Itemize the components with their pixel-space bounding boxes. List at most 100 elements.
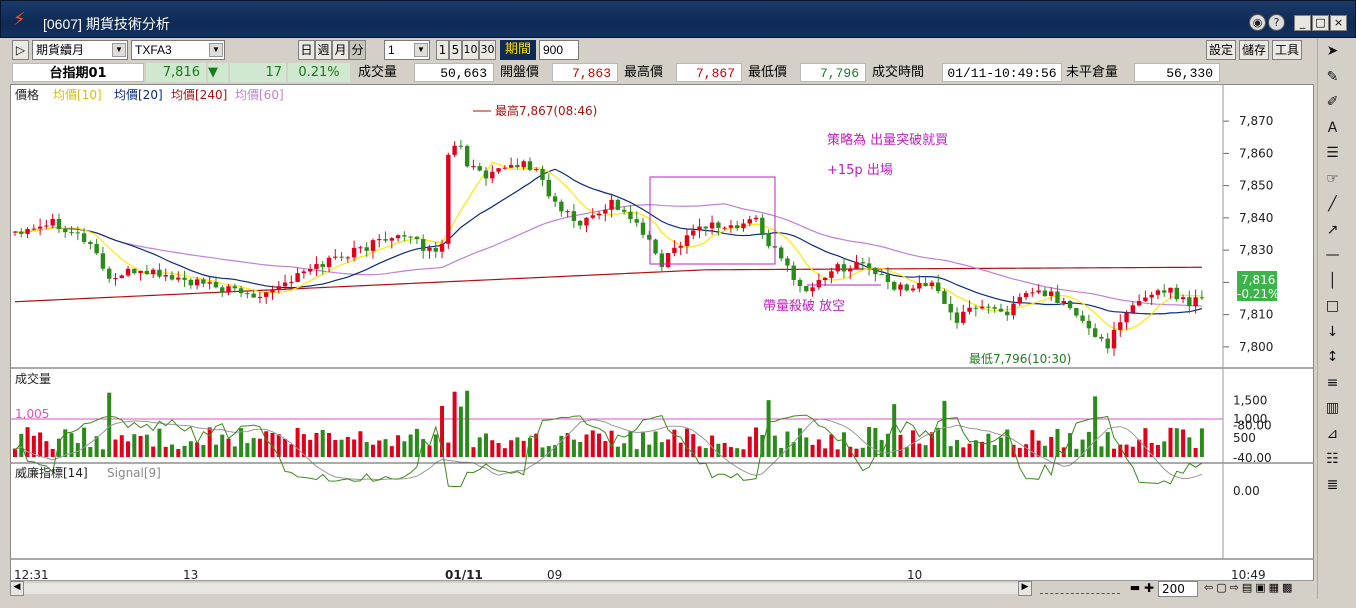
volume-bar (327, 432, 331, 457)
cursor-tool-icon[interactable]: ☞ (1326, 170, 1339, 187)
candle (1005, 311, 1010, 316)
volume-bar (998, 437, 1003, 457)
fib-tool-icon[interactable]: ≡ (1326, 374, 1339, 391)
candle (1042, 290, 1048, 296)
interval-10-button[interactable]: 10 (462, 40, 479, 60)
low-annotation: 最低7,796(10:30) (969, 352, 1071, 366)
volume-bar (63, 429, 68, 457)
y-tick-label: 7,810 (1239, 308, 1273, 322)
candle (238, 288, 244, 294)
chart-area[interactable]: 7,8007,8107,8207,8307,8407,8507,8607,870… (10, 84, 1314, 597)
tab-day[interactable]: 日 (298, 40, 315, 60)
rect-tool-icon[interactable]: □ (1325, 298, 1340, 314)
zoom-input[interactable]: 200 (1158, 581, 1198, 597)
scroll-right-icon[interactable]: ▶ (1018, 581, 1032, 596)
volume-bar (170, 444, 174, 457)
contract-name: 台指期01 (12, 63, 144, 82)
text-tool-icon[interactable]: A (1327, 119, 1338, 136)
volume-bar (1017, 447, 1022, 457)
volume-bar (641, 431, 645, 457)
marker-tool-icon[interactable]: ↓ (1326, 323, 1339, 340)
hline-tool-icon[interactable]: — (1325, 247, 1340, 263)
candle (220, 287, 225, 293)
candle (898, 284, 903, 290)
volume-bar (1162, 441, 1167, 457)
vline-tool-icon[interactable]: │ (1328, 272, 1337, 289)
gann-tool-icon[interactable]: ⊿ (1326, 425, 1339, 442)
toolbar: ▷ 期貨續月 ▼ TXFA3 ▼ 日 週 月 分 1 ▼ 1 5 10 30 期間 9… (10, 39, 1314, 61)
interval-select[interactable]: 1 ▼ (384, 40, 430, 60)
pointer-icon[interactable]: ➤ (1326, 43, 1339, 59)
volume-bar (276, 434, 281, 457)
candle (1099, 336, 1104, 339)
volume-bar (973, 440, 978, 457)
fan-tool-icon[interactable]: ☷ (1326, 451, 1339, 467)
candle (150, 269, 156, 275)
volume-bar (370, 444, 375, 457)
zoom-in-icon[interactable]: ✚ (1143, 581, 1155, 595)
volume-bar (697, 446, 702, 457)
window-title: [0607] 期貨技術分析 (43, 16, 170, 32)
volume-bar (829, 434, 834, 457)
tab-month[interactable]: 月 (332, 40, 349, 60)
period-input[interactable]: 900 (539, 40, 579, 60)
tab-minute[interactable]: 分 (349, 40, 366, 60)
ray-tool-icon[interactable]: ↗ (1326, 221, 1339, 238)
candle (427, 247, 432, 251)
volume-bar (1042, 445, 1047, 457)
eraser-icon[interactable]: ✎ (1326, 68, 1339, 85)
interval-30-button[interactable]: 30 (479, 40, 496, 60)
channel-tool-icon[interactable]: ≣ (1326, 476, 1339, 493)
volume-bar (176, 449, 181, 457)
symbol-select[interactable]: TXFA3 ▼ (131, 40, 225, 60)
settings-button[interactable]: 設定 (1206, 40, 1236, 60)
candle (132, 268, 137, 274)
help-button[interactable]: ? (1268, 14, 1285, 31)
volume-bar (1143, 428, 1148, 457)
candle (100, 253, 106, 269)
tools-button[interactable]: 工具 (1272, 40, 1302, 60)
candle (747, 219, 752, 224)
candle (1011, 303, 1016, 316)
maximize-button[interactable]: □ (1312, 15, 1329, 31)
candle (458, 145, 464, 147)
candle (163, 275, 168, 277)
type-select[interactable]: 期貨續月 ▼ (32, 40, 128, 60)
w-tick-label: -40.00 (1233, 451, 1272, 465)
line-tool-icon[interactable]: ╱ (1328, 196, 1337, 212)
candle (967, 307, 972, 312)
zoom-out-icon[interactable]: ▬ (1129, 581, 1141, 594)
bars-tool-icon[interactable]: ▥ (1325, 400, 1340, 416)
volume-bar (823, 448, 828, 457)
play-icon[interactable]: ▷ (12, 40, 29, 60)
volume-bar (735, 448, 740, 457)
interval-1-button[interactable]: 1 (436, 40, 449, 60)
candle (1086, 320, 1092, 329)
candle (421, 239, 426, 251)
volume-bar (1181, 429, 1186, 457)
close-button[interactable]: × (1330, 15, 1347, 31)
volume-bar (251, 438, 256, 457)
candle (257, 296, 263, 298)
save-button[interactable]: 儲存 (1239, 40, 1269, 60)
scroll-track[interactable] (24, 583, 1018, 594)
link-icon[interactable]: ◉ (1249, 14, 1266, 31)
arrows-tool-icon[interactable]: ↕ (1326, 349, 1339, 365)
volume-bar (38, 432, 43, 457)
nav-icons[interactable]: ⇦▢⇨▤▣▦▩ (1204, 581, 1296, 594)
tab-week[interactable]: 週 (315, 40, 332, 60)
volume-bar (772, 435, 777, 457)
hlines-icon[interactable]: ☰ (1326, 145, 1339, 161)
candle (640, 222, 646, 235)
scroll-left-icon[interactable]: ◀ (10, 581, 24, 596)
candle (691, 230, 696, 236)
minimize-button[interactable]: _ (1294, 15, 1311, 31)
interval-5-button[interactable]: 5 (449, 40, 462, 60)
zoom-slider[interactable] (1040, 583, 1120, 594)
volume-bar (622, 443, 627, 457)
williams-legend: 威廉指標[14] (15, 465, 88, 480)
erase-all-icon[interactable]: ✐ (1326, 94, 1339, 110)
candle (464, 146, 470, 167)
candle (722, 227, 727, 229)
candle (1149, 294, 1154, 298)
